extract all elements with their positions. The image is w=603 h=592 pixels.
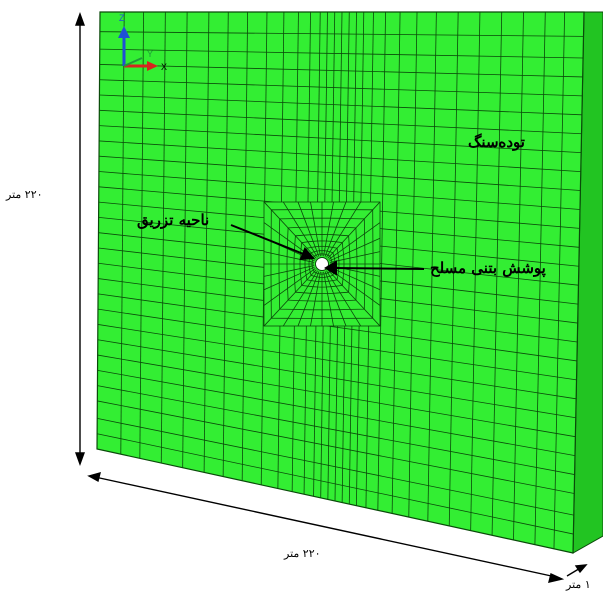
ring-mesh-line	[304, 245, 340, 283]
mesh-line-horizontal	[99, 109, 582, 135]
radial-mesh-line	[263, 268, 316, 306]
radial-mesh-line	[327, 269, 381, 327]
mesh-line-vertical	[470, 11, 481, 531]
mesh-line-vertical	[139, 11, 144, 459]
axis-triad-icon	[118, 26, 158, 71]
radial-mesh-line	[297, 271, 320, 327]
ring-mesh-line	[299, 240, 345, 288]
mesh-line-vertical	[160, 11, 166, 464]
mesh-line-vertical	[427, 11, 437, 522]
mesh-line-vertical	[222, 11, 229, 477]
ring-mesh-line	[270, 209, 374, 319]
mesh-line-vertical	[377, 11, 386, 511]
mesh-line-vertical	[203, 11, 210, 473]
radial-mesh-line	[326, 270, 362, 327]
mesh-line-horizontal	[99, 79, 583, 97]
axis-z-label: Z	[119, 13, 125, 23]
radial-mesh-line	[263, 251, 315, 263]
radial-mesh-line	[310, 201, 321, 257]
radial-mesh-line	[329, 251, 381, 263]
ring-mesh-line	[278, 217, 366, 311]
mesh-line-horizontal	[99, 94, 582, 116]
mesh-line-horizontal	[99, 64, 583, 78]
radial-mesh-line	[282, 201, 318, 258]
mesh-line-horizontal	[97, 418, 574, 516]
radial-mesh-line	[297, 201, 320, 257]
mesh-line-vertical	[391, 11, 401, 514]
radial-mesh-line	[282, 270, 318, 327]
radial-mesh-line	[323, 271, 334, 327]
mesh-line-horizontal	[97, 385, 575, 475]
axis-y-label: Y	[147, 49, 154, 59]
mesh-line-horizontal	[98, 293, 577, 362]
mesh-line-horizontal	[97, 308, 577, 381]
mesh-line-vertical	[513, 11, 524, 541]
radial-mesh-line	[263, 269, 317, 327]
width-dimension-label: ۲۲۰ متر	[284, 547, 321, 560]
mesh-line-horizontal	[97, 354, 576, 438]
mesh-line-vertical	[182, 11, 188, 468]
mesh-line-vertical	[408, 11, 418, 518]
mesh-line-horizontal	[97, 324, 577, 400]
radial-mesh-line	[329, 237, 381, 262]
mesh-line-vertical	[491, 11, 503, 536]
lining-label: پوشش بتنی مسلح	[430, 259, 546, 277]
thickness-dimension-label: ۱ متر	[566, 578, 591, 591]
height-dimension-label: ۲۲۰ متر	[6, 188, 43, 201]
radial-mesh-line	[328, 268, 381, 306]
dimension-arrows	[75, 11, 588, 583]
radial-mesh-line	[327, 201, 381, 259]
injection-zone-mesh	[263, 201, 381, 327]
radial-mesh-line	[310, 271, 321, 327]
tunnel-opening	[315, 257, 329, 271]
ring-mesh-line	[308, 250, 336, 278]
radial-mesh-line	[329, 266, 381, 291]
radial-mesh-line	[263, 201, 317, 259]
radial-mesh-line	[324, 271, 347, 327]
radial-mesh-line	[326, 201, 362, 258]
rock-mass-label: توده‌سنگ	[468, 133, 525, 151]
mesh-line-horizontal	[97, 339, 576, 419]
mesh-line-horizontal	[97, 433, 574, 535]
mesh-line-horizontal	[99, 125, 582, 154]
radial-mesh-line	[323, 201, 334, 257]
mesh-line-horizontal	[99, 31, 584, 37]
mesh-grid	[97, 11, 584, 549]
radial-mesh-line	[263, 265, 315, 277]
radial-mesh-line	[263, 266, 315, 291]
ring-mesh-line	[311, 253, 333, 275]
ring-mesh-line	[293, 233, 351, 295]
mesh-line-vertical	[534, 11, 546, 545]
mesh-line-horizontal	[97, 369, 576, 457]
mesh-line-horizontal	[98, 171, 581, 210]
mesh-line-horizontal	[97, 400, 575, 494]
ring-mesh-line	[286, 226, 358, 302]
radial-mesh-line	[324, 201, 347, 257]
mesh-line-vertical	[241, 11, 249, 481]
injection-zone-label: ناحیه تزریق	[137, 211, 210, 229]
mesh-line-horizontal	[99, 140, 581, 172]
leader-arrows	[230, 224, 425, 276]
mesh-line-vertical	[553, 11, 566, 549]
radial-mesh-line	[328, 222, 381, 260]
mesh-line-vertical	[120, 11, 125, 455]
mesh-line-horizontal	[98, 155, 581, 191]
axis-x-label: X	[161, 62, 168, 72]
mesh-line-vertical	[448, 11, 459, 526]
mesh-line-horizontal	[99, 48, 584, 59]
